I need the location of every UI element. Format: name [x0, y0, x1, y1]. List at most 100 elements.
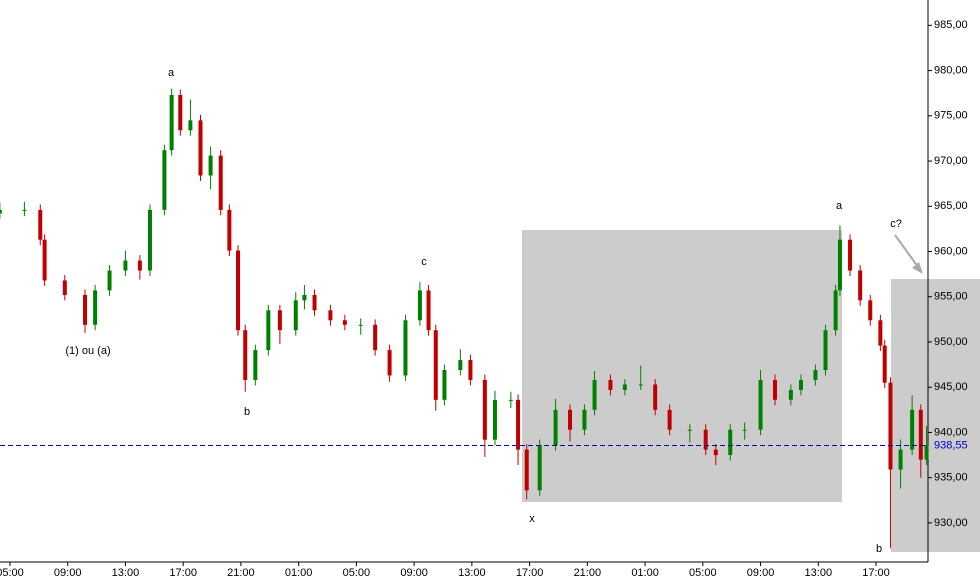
candle-body — [622, 384, 627, 390]
y-tick-label: 955,00 — [934, 291, 968, 303]
candle-body — [918, 409, 923, 460]
candle-body — [742, 429, 747, 431]
x-tick-label: 21:00 — [227, 567, 255, 579]
candle-body — [653, 384, 658, 410]
candle-body — [198, 120, 203, 176]
candle-body — [137, 260, 142, 271]
candle-body — [772, 379, 777, 400]
candle-body — [758, 379, 763, 430]
candle-body — [147, 209, 152, 271]
last-price-box — [930, 438, 978, 453]
candle-body — [0, 209, 2, 214]
x-tick-label: 05:00 — [343, 567, 371, 579]
y-tick-label: 945,00 — [934, 381, 968, 393]
last-price-label: 938,55 — [934, 439, 968, 451]
x-tick-label: 09:00 — [400, 567, 428, 579]
candle-body — [687, 429, 692, 431]
candle-body — [62, 280, 67, 295]
x-tick-label: 01:00 — [631, 567, 659, 579]
candle-body — [868, 300, 873, 321]
wave-label: a — [836, 200, 843, 212]
candle-body — [162, 150, 167, 210]
x-tick-label: 05:00 — [0, 567, 24, 579]
candle-body — [837, 239, 842, 291]
candle-body — [667, 409, 672, 430]
candle-body — [537, 445, 542, 491]
y-tick-label: 975,00 — [934, 110, 968, 122]
wave-label: c? — [890, 218, 902, 230]
candle-body — [312, 294, 317, 311]
candle-body — [728, 429, 733, 456]
x-tick-label: 17:00 — [862, 567, 890, 579]
x-tick-label: 13:00 — [805, 567, 833, 579]
y-tick-label: 930,00 — [934, 517, 968, 529]
candle-body — [266, 310, 271, 351]
candle-body — [293, 300, 298, 331]
wave-label: b — [876, 543, 882, 555]
candle-body — [492, 399, 497, 440]
wave-label: c — [421, 256, 427, 268]
wave-label: x — [529, 513, 535, 525]
candle-body — [426, 290, 431, 331]
wave-label: (1) ou (a) — [65, 345, 110, 357]
candle-body — [178, 94, 183, 131]
candle-body — [713, 449, 718, 456]
candle-body — [42, 239, 47, 281]
x-tick-label: 13:00 — [458, 567, 486, 579]
candle-body — [898, 449, 903, 470]
arrow-head — [912, 262, 923, 274]
candle-body — [236, 250, 241, 331]
candle-body — [22, 209, 27, 211]
candle-body — [833, 290, 838, 331]
candle-body — [458, 360, 463, 371]
candle-body — [638, 384, 643, 386]
y-tick-label: 965,00 — [934, 200, 968, 212]
candle-body — [788, 389, 793, 400]
candle-body — [373, 324, 378, 351]
candle-body — [107, 270, 112, 291]
y-tick-label: 985,00 — [934, 19, 968, 31]
candle-body — [433, 330, 438, 400]
candle-body — [582, 409, 587, 430]
candle-body — [253, 350, 258, 380]
candle-body — [882, 345, 887, 383]
x-tick-label: 01:00 — [285, 567, 313, 579]
candle-body — [83, 294, 88, 325]
y-tick-label: 970,00 — [934, 155, 968, 167]
x-tick-label: 17:00 — [169, 567, 197, 579]
candle-body — [208, 155, 213, 176]
candle-body — [38, 209, 43, 240]
candle-body — [342, 320, 347, 325]
candle-body — [516, 399, 521, 450]
candle-body — [227, 209, 232, 251]
x-tick-label: 13:00 — [112, 567, 140, 579]
x-tick-label: 17:00 — [516, 567, 544, 579]
candle-body — [858, 270, 863, 301]
candle-body — [924, 445, 929, 460]
y-tick-label: 940,00 — [934, 426, 968, 438]
candle-body — [302, 294, 307, 301]
candle-body — [482, 379, 487, 440]
candle-body — [188, 120, 193, 131]
candle-body — [508, 399, 513, 401]
wave-label: a — [168, 67, 175, 79]
highlight-box — [891, 279, 980, 552]
candle-body — [608, 379, 613, 390]
candle-body — [277, 310, 282, 331]
candle-body — [387, 350, 392, 376]
candle-body — [123, 260, 128, 271]
candle-body — [468, 360, 473, 380]
candle-body — [403, 320, 408, 376]
x-tick-label: 21:00 — [574, 567, 602, 579]
candle-body — [848, 239, 853, 271]
candle-body — [813, 370, 818, 380]
candle-body — [243, 330, 248, 380]
candle-body — [568, 409, 573, 430]
x-tick-label: 09:00 — [747, 567, 775, 579]
y-tick-label: 935,00 — [934, 472, 968, 484]
candle-body — [169, 94, 174, 151]
y-tick-label: 960,00 — [934, 245, 968, 257]
candle-body — [328, 310, 333, 321]
